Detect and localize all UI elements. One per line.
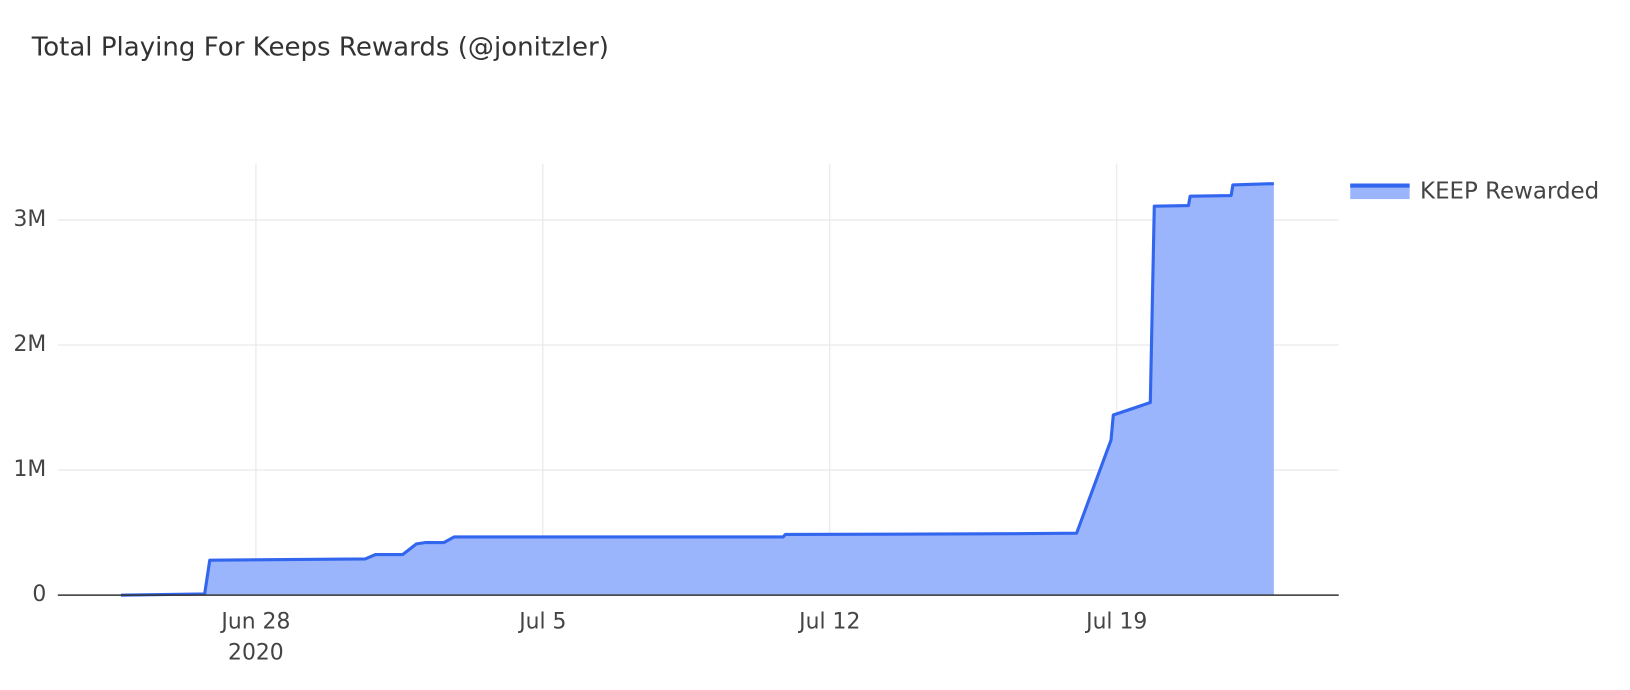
y-tick-label: 1M: [14, 457, 47, 482]
x-tick-label: Jul 19: [1084, 609, 1147, 634]
x-tick-label: Jul 12: [797, 609, 860, 634]
area-fill: [120, 183, 1274, 596]
legend-label: KEEP Rewarded: [1420, 178, 1599, 204]
area-line: [120, 182, 1274, 597]
x-tick-label: Jul 5: [517, 609, 566, 634]
legend-swatch: [1350, 184, 1410, 200]
y-tick-label: 2M: [14, 332, 47, 357]
y-tick-label: 0: [32, 582, 46, 607]
chart-title: Total Playing For Keeps Rewards (@jonitz…: [31, 32, 609, 62]
x-tick-sublabel: 2020: [228, 641, 284, 666]
y-tick-label: 3M: [14, 207, 47, 232]
x-tick-label: Jun 28: [219, 609, 290, 634]
